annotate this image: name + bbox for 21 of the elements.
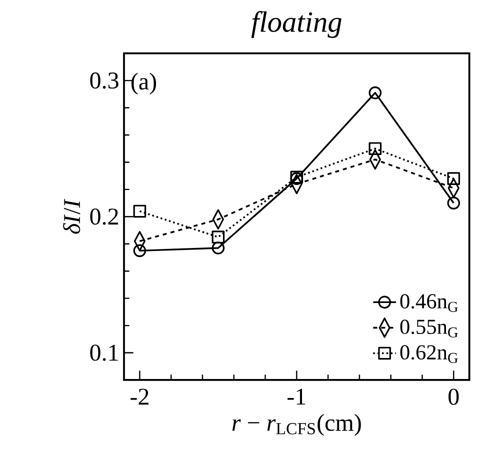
x-tick-label: 0 (448, 388, 459, 405)
legend-label: 0.46n$_{G}$ (400, 294, 458, 312)
point (368, 142, 382, 156)
point (447, 196, 460, 210)
x-tick-label: -1 (288, 388, 306, 405)
y-axis-title: δI/I (63, 198, 80, 234)
x-axis-title: r − r$_{LCFS}$(cm) (232, 414, 361, 436)
point (133, 244, 146, 258)
point (212, 230, 225, 244)
legend-label: 0.62n$_{G}$ (400, 345, 458, 363)
point (368, 86, 382, 100)
chart-title: floating (251, 11, 342, 38)
y-tick-label: 0.1 (90, 344, 118, 361)
point (447, 172, 460, 185)
point (212, 242, 225, 254)
annotation: (a) (131, 72, 156, 94)
y-tick-label: 0.3 (90, 72, 118, 89)
y-tick-label: 0.2 (90, 208, 118, 225)
legend-label: 0.55n$_{G}$ (400, 320, 458, 338)
x-tick-label: -2 (130, 388, 148, 405)
point (133, 204, 146, 218)
